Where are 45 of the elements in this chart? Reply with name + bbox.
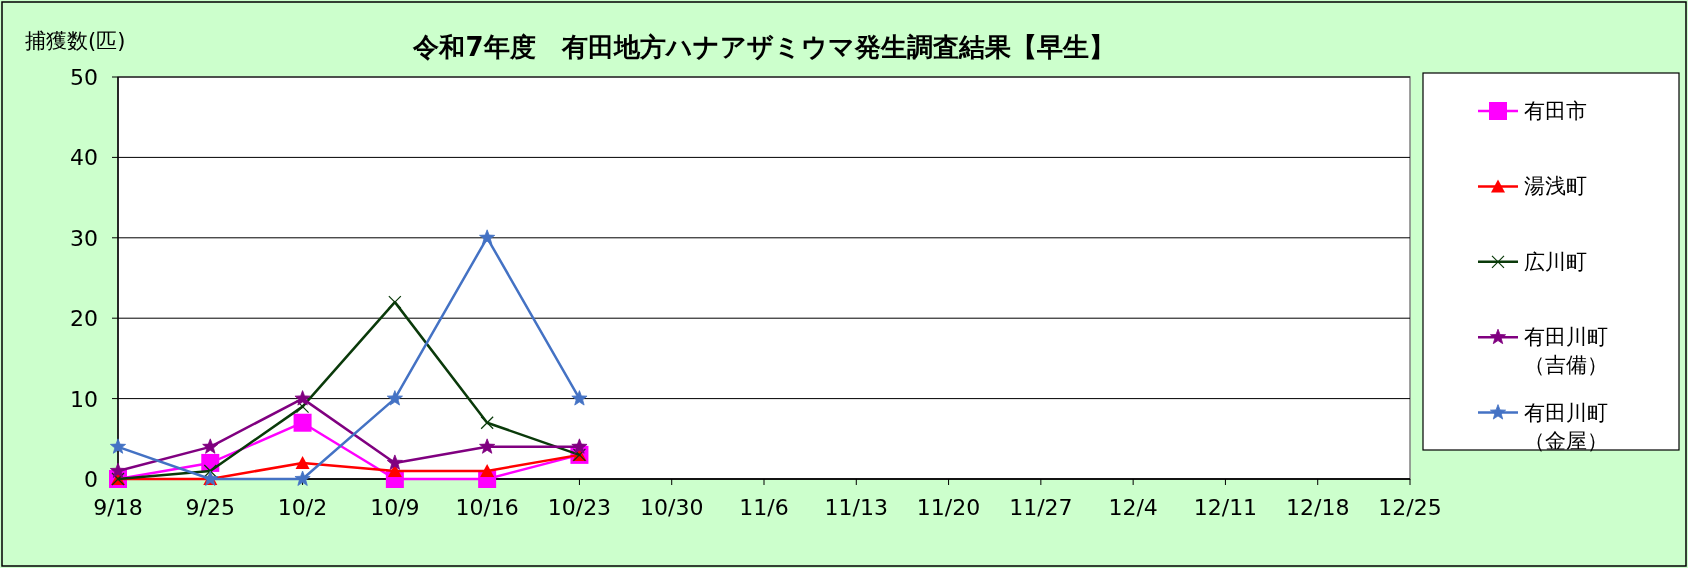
point [294, 470, 311, 486]
x-tick-label: 11/13 [824, 495, 888, 520]
y-tick-label: 20 [70, 306, 98, 332]
point [386, 390, 403, 406]
point [203, 464, 217, 478]
y-tick-label: 0 [84, 467, 98, 492]
chart-title: 令和7年度 有田地方ハナアザミウマ発生調査結果【早生】 [412, 32, 1115, 62]
x-tick-label: 11/20 [916, 495, 981, 520]
legend-label: 有田市 [1524, 98, 1588, 125]
point [109, 462, 127, 478]
y-tick-label: 50 [70, 65, 98, 90]
legend-label: 有田川町（吉備） [1524, 324, 1609, 380]
point [109, 438, 127, 454]
point [388, 295, 402, 309]
x-tick-label: 10/16 [455, 495, 519, 520]
x-tick-label: 10/2 [277, 495, 328, 520]
y-tick-label: 10 [70, 386, 98, 412]
x-tick-label: 12/11 [1193, 495, 1258, 520]
x-tick-label: 12/18 [1286, 495, 1350, 520]
x-tick-label: 12/4 [1108, 495, 1158, 520]
x-tick-label: 9/18 [93, 495, 143, 520]
x-tick-label: 10/30 [640, 495, 704, 520]
point [571, 390, 588, 406]
point [294, 390, 311, 406]
x-tick-label: 10/9 [370, 495, 420, 520]
x-tick-label: 10/23 [547, 495, 612, 520]
x-tick-label: 11/27 [1009, 495, 1073, 520]
x-tick-label: 11/6 [739, 495, 789, 520]
y-axis-title: 捕獲数(匹) [25, 29, 126, 53]
point [293, 413, 312, 432]
point [479, 438, 496, 454]
point [480, 416, 494, 430]
y-tick-label: 30 [70, 225, 98, 251]
point [202, 438, 219, 454]
point [295, 455, 310, 469]
legend-label: 有田川町（金屋） [1524, 399, 1609, 455]
legend-label: 広川町 [1524, 248, 1588, 276]
x-tick-label: 9/25 [185, 495, 235, 520]
point [480, 463, 495, 477]
legend-label: 湯浅町 [1524, 173, 1588, 201]
point [479, 229, 496, 245]
x-tick-label: 12/25 [1378, 495, 1442, 520]
point [571, 438, 588, 454]
point [386, 454, 403, 470]
y-tick-label: 40 [70, 145, 98, 171]
